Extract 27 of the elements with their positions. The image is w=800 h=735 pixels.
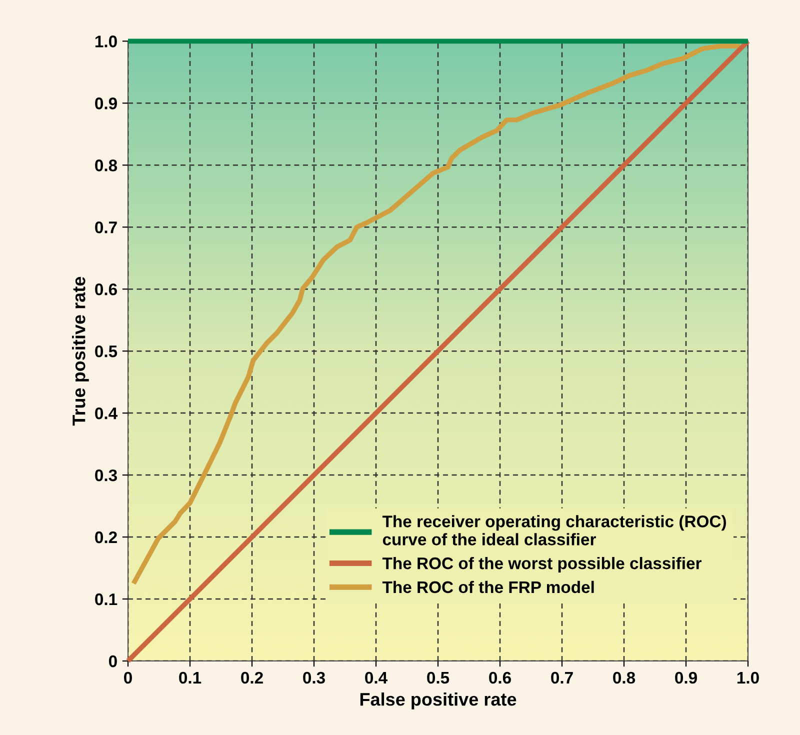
x-tick-label: 0 xyxy=(124,672,132,684)
y-tick-label: 0.3 xyxy=(95,469,117,482)
x-tick-label: 0.1 xyxy=(179,672,202,684)
y-tick-label: 0.5 xyxy=(95,345,118,358)
legend-label: The ROC of the worst possible classifier xyxy=(382,556,702,573)
y-tick-label: 0.7 xyxy=(95,222,117,234)
y-axis-title: True positive rate xyxy=(72,276,89,426)
y-tick-label: 0.1 xyxy=(95,593,118,606)
y-tick-label: 0.8 xyxy=(95,160,118,172)
x-tick-label: 0.4 xyxy=(365,672,388,684)
y-tick-label: 0.2 xyxy=(95,531,117,544)
y-tick-label: 1.0 xyxy=(95,36,117,48)
x-tick-label: 1.0 xyxy=(737,672,759,684)
x-tick-label: 0.8 xyxy=(613,672,636,684)
x-tick-label: 0.5 xyxy=(427,672,450,684)
y-tick-label: 0.4 xyxy=(95,407,118,420)
y-tick-label: 0.6 xyxy=(95,283,117,296)
x-tick-label: 0.9 xyxy=(675,672,697,684)
x-tick-label: 0.3 xyxy=(303,672,325,684)
x-tick-label: 0.7 xyxy=(551,672,573,684)
y-tick-label: 0 xyxy=(108,655,117,668)
x-tick-label: 0.2 xyxy=(241,672,263,684)
legend-label: The receiver operating characteristic (ROC) curve of the ideal classifier xyxy=(382,515,726,546)
legend-label: The ROC of the FRP model xyxy=(382,580,594,594)
x-axis-title: False positive rate xyxy=(360,692,516,710)
y-tick-label: 0.9 xyxy=(95,98,117,110)
x-tick-label: 0.6 xyxy=(489,672,511,684)
